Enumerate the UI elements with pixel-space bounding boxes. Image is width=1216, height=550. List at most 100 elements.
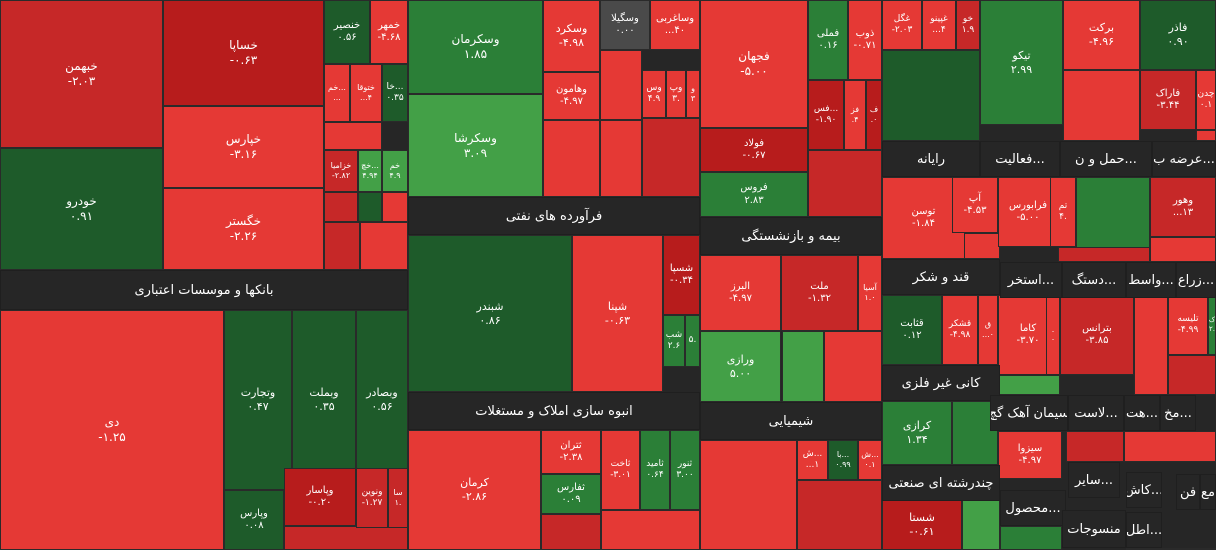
- sector-header[interactable]: فعالیت...: [980, 141, 1060, 177]
- stock-tile[interactable]: شپنا -۰.۶۳: [572, 235, 663, 392]
- stock-tile[interactable]: فاذر ۰.۹۰: [1140, 0, 1216, 70]
- sector-header[interactable]: انبوه سازی املاک و مستغلات: [408, 392, 700, 430]
- stock-tile[interactable]: ف .۰: [866, 80, 882, 150]
- stock-tile[interactable]: فملی ۰.۱۶: [808, 0, 848, 80]
- sector-header[interactable]: عرضه ب...: [1152, 141, 1216, 177]
- stock-tile[interactable]: ثتران -۲.۳۸: [541, 430, 601, 474]
- stock-tile[interactable]: بترانس -۳.۸۵: [1060, 295, 1134, 375]
- sector-header[interactable]: مخ...: [1160, 395, 1196, 431]
- stock-tile[interactable]: فز .۴: [844, 80, 866, 150]
- stock-tile[interactable]: سیزوا -۴.۹۷: [998, 431, 1062, 479]
- stock-tile[interactable]: وسکرمان ۱.۸۵: [408, 0, 543, 94]
- stock-tile[interactable]: آپ -۴.۵۳: [952, 177, 998, 233]
- stock-tile[interactable]: ش... ۰.۱: [858, 440, 882, 480]
- sector-header[interactable]: کاش...: [1126, 472, 1162, 508]
- sector-header[interactable]: استخر...: [1000, 262, 1062, 298]
- stock-tile[interactable]: شسپا -۰.۳۴: [663, 235, 700, 315]
- stock-tile[interactable]: ثفارس ۰.۰۹: [541, 474, 601, 514]
- sector-header[interactable]: سیمان آهک گچ: [990, 395, 1068, 431]
- stock-tile[interactable]: وهامون -۴.۹۷: [543, 72, 600, 120]
- stock-tile[interactable]: شب ۲.۶: [663, 315, 685, 367]
- stock-tile[interactable]: وسکرد -۴.۹۸: [543, 0, 600, 72]
- stock-tile[interactable]: قشکر -۴.۹۸: [942, 295, 978, 365]
- stock-tile[interactable]: خبهمن -۲.۰۳: [0, 0, 163, 148]
- stock-tile[interactable]: وساغربی ...۴۰: [650, 0, 700, 50]
- sector-header[interactable]: منسوجات: [1062, 510, 1126, 548]
- stock-tile[interactable]: ش... ...۱: [797, 440, 828, 480]
- stock-tile[interactable]: کرازی ۱.۳۴: [882, 401, 952, 465]
- sector-header[interactable]: رایانه: [882, 141, 980, 177]
- stock-tile[interactable]: خا... ۰.۳۵: [382, 64, 408, 122]
- sector-header[interactable]: اطل...: [1126, 512, 1162, 548]
- sector-header[interactable]: بانکها و موسسات اعتباری: [0, 270, 408, 310]
- stock-tile[interactable]: تیکو ۲.۹۹: [980, 0, 1063, 125]
- stock-tile[interactable]: ثنور ۳.۰۰: [670, 430, 700, 510]
- sector-header[interactable]: شیمیایی: [700, 402, 882, 440]
- sector-header[interactable]: لاست...: [1068, 395, 1124, 431]
- stock-tile[interactable]: وپ ۳.: [666, 70, 686, 118]
- stock-tile[interactable]: وبملت ۰.۳۵: [292, 310, 356, 490]
- stock-tile[interactable]: شبندر ۰.۸۶: [408, 235, 572, 392]
- stock-tile[interactable]: خمهر -۴.۶۸: [370, 0, 408, 64]
- stock-tile[interactable]: فاراک -۳.۴۴: [1140, 70, 1196, 130]
- sector-header[interactable]: دستگ...: [1062, 262, 1126, 298]
- stock-tile[interactable]: خزامیا -۲.۸۲: [324, 150, 358, 192]
- sector-header[interactable]: فن: [1176, 474, 1200, 510]
- stock-tile[interactable]: خودرو ۰.۹۱: [0, 148, 163, 270]
- stock-tile[interactable]: البرز -۴.۹۷: [700, 255, 781, 331]
- stock-tile[interactable]: خو ۱.۹: [956, 0, 980, 50]
- stock-tile[interactable]: خم ۴.۹: [382, 150, 408, 192]
- stock-tile[interactable]: تم ۴.: [1050, 177, 1076, 247]
- sector-header[interactable]: سایر...: [1068, 462, 1120, 498]
- stock-tile[interactable]: خنصیر ۰.۵۶: [324, 0, 370, 64]
- stock-tile[interactable]: فولاد -۰.۶۷: [700, 128, 808, 172]
- stock-tile[interactable]: خپارس -۳.۱۶: [163, 106, 324, 188]
- stock-tile[interactable]: ختوقا ...۴: [350, 64, 382, 122]
- stock-tile[interactable]: خچ... ۴.۹۴: [358, 150, 382, 192]
- stock-tile[interactable]: شستا -۰.۶۱: [882, 500, 962, 550]
- stock-tile[interactable]: ۵.: [685, 315, 700, 367]
- stock-tile[interactable]: ونوین -۱.۲۷: [356, 468, 388, 528]
- stock-tile[interactable]: ثامید ۰.۶۴: [640, 430, 670, 510]
- sector-header[interactable]: مع: [1200, 474, 1216, 510]
- stock-tile[interactable]: ثاخت -۳.۰۱: [601, 430, 640, 510]
- stock-tile[interactable]: کرمان -۲.۸۶: [408, 430, 541, 550]
- sector-header[interactable]: قند و شکر: [882, 259, 1000, 295]
- stock-tile[interactable]: .۰: [1046, 295, 1060, 375]
- stock-tile[interactable]: وسکرشا ۳.۰۹: [408, 94, 543, 197]
- stock-tile[interactable]: وپارس ۰.۰۸: [224, 490, 284, 550]
- stock-tile[interactable]: برکت -۴.۹۶: [1063, 0, 1140, 70]
- stock-tile[interactable]: ق ...۰: [978, 295, 998, 365]
- stock-tile[interactable]: سا ۱.: [388, 468, 408, 528]
- stock-tile[interactable]: ذوب -۰.۷۱: [848, 0, 882, 80]
- stock-tile[interactable]: غپینو ...۴: [922, 0, 956, 50]
- stock-tile[interactable]: قثابت ۰.۱۲: [882, 295, 942, 365]
- stock-tile[interactable]: فس... -۱.۹۰: [808, 80, 844, 150]
- stock-tile[interactable]: غگل -۲.۰۳: [882, 0, 922, 50]
- stock-tile[interactable]: وس ۴.۹: [642, 70, 666, 118]
- sector-header[interactable]: کانی غیر فلزی: [882, 365, 1000, 401]
- stock-tile[interactable]: وبصادر ۰.۵۶: [356, 310, 408, 490]
- stock-tile[interactable]: وسگیلا ۰.۰۰: [600, 0, 650, 50]
- stock-tile[interactable]: خگستر -۲.۲۶: [163, 188, 324, 270]
- stock-tile[interactable]: وتجارت ۰.۴۷: [224, 310, 292, 490]
- sector-header[interactable]: بیمه و بازنشستگی: [700, 217, 882, 255]
- stock-tile[interactable]: فروس ۲.۸۳: [700, 172, 808, 217]
- stock-tile[interactable]: خساپا -۰.۶۳: [163, 0, 324, 106]
- sector-header[interactable]: چندرشته ای صنعتی: [882, 465, 1000, 501]
- stock-tile[interactable]: چدن ۰.۱: [1196, 70, 1216, 130]
- stock-tile[interactable]: فجهان -۵.۰۰: [700, 0, 808, 128]
- stock-tile[interactable]: تلیسه -۴.۹۹: [1168, 295, 1208, 355]
- stock-tile[interactable]: آسیا ۱.۰: [858, 255, 882, 331]
- sector-header[interactable]: فرآورده های نفتی: [408, 197, 700, 235]
- stock-tile[interactable]: وپاسار -۰.۲۰: [284, 468, 356, 526]
- stock-tile[interactable]: ک ۲.: [1208, 295, 1216, 355]
- stock-tile[interactable]: فرابورس -۵.۰۰: [998, 177, 1058, 247]
- sector-header[interactable]: واسط...: [1126, 262, 1176, 298]
- stock-tile[interactable]: دی -۱.۲۵: [0, 310, 224, 550]
- sector-header[interactable]: هت...: [1124, 395, 1160, 431]
- sector-header[interactable]: محصول...: [1000, 490, 1066, 526]
- stock-tile[interactable]: توسن -۱.۸۴: [882, 177, 965, 259]
- stock-tile[interactable]: وهور ...۱۳: [1150, 177, 1216, 237]
